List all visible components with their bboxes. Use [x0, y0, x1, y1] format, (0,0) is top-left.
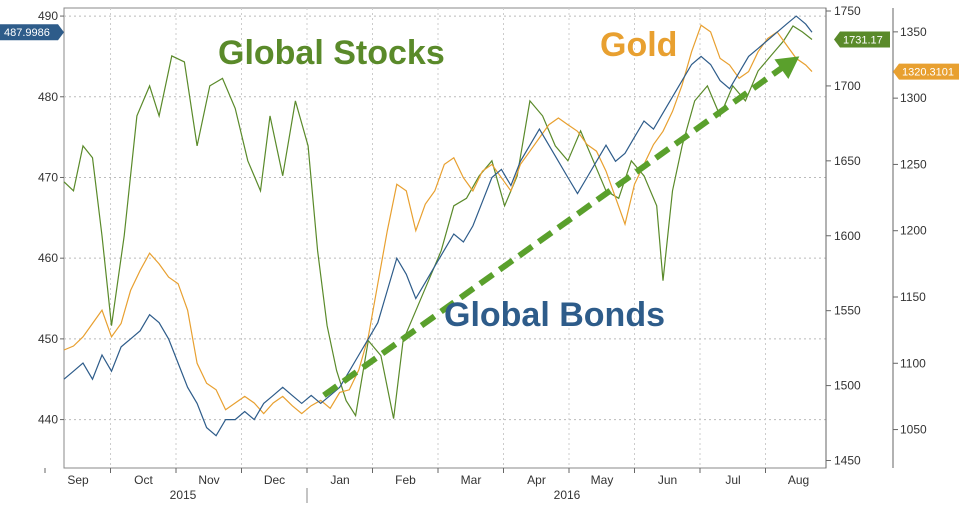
mid-axis-tick-label: 1450	[834, 454, 861, 468]
left-axis-tick-label: 480	[38, 90, 58, 104]
x-axis-tick-label: Apr	[527, 473, 546, 487]
series-line-global-stocks	[63, 25, 813, 419]
annotation-gold: Gold	[600, 26, 677, 64]
left-axis-tick-label: 460	[38, 251, 58, 265]
annotation-global-bonds: Global Bonds	[444, 296, 665, 334]
left-axis-tick-label: 470	[38, 170, 58, 184]
trend-arrow-head	[774, 56, 800, 79]
last-value-tag-global-bonds	[0, 24, 64, 41]
right-axis-tick-label: 1100	[900, 356, 926, 370]
mid-axis-tick-label: 1500	[834, 379, 861, 393]
right-axis-tick-label: 1350	[900, 25, 927, 39]
left-axis-tick-label: 490	[38, 9, 58, 23]
x-axis-tick-label: Feb	[395, 473, 416, 487]
year-label: 2015	[170, 488, 197, 502]
right-axis-tick-label: 1150	[900, 290, 926, 304]
last-value-tag-global-stocks	[834, 31, 890, 48]
mid-axis-tick-label: 1650	[834, 154, 861, 168]
x-axis-tick-label: Jul	[725, 473, 740, 487]
series-line-global-bonds	[63, 15, 813, 437]
last-value-label: 1320.3101	[902, 67, 954, 79]
last-value-label: 487.9986	[4, 27, 50, 39]
x-axis-tick-label: Jan	[330, 473, 349, 487]
x-axis-tick-label: Dec	[264, 473, 285, 487]
last-value-label: 1731.17	[843, 34, 883, 46]
mid-axis-tick-label: 1700	[834, 79, 861, 93]
mid-axis-tick-label: 1600	[834, 229, 861, 243]
right-axis-tick-label: 1050	[900, 423, 927, 437]
mid-axis-tick-label: 1750	[834, 4, 861, 18]
series-line-gold	[63, 24, 813, 415]
left-axis-tick-label: 450	[38, 332, 58, 346]
right-axis-tick-label: 1200	[900, 224, 927, 238]
right-axis-tick-label: 1250	[900, 157, 927, 171]
year-label: 2016	[554, 488, 581, 502]
x-axis-tick-label: Oct	[134, 473, 153, 487]
x-axis-tick-label: Aug	[788, 473, 809, 487]
x-axis-tick-label: May	[591, 473, 614, 487]
annotation-global-stocks: Global Stocks	[218, 34, 445, 72]
mid-axis-tick-label: 1550	[834, 304, 861, 318]
right-axis-tick-label: 1300	[900, 91, 927, 105]
left-axis-tick-label: 440	[38, 413, 58, 427]
x-axis-tick-label: Nov	[198, 473, 219, 487]
x-axis-tick-label: Sep	[67, 473, 89, 487]
last-value-tag-gold	[893, 63, 959, 80]
x-axis-tick-label: Jun	[658, 473, 677, 487]
x-axis-tick-label: Mar	[461, 473, 482, 487]
